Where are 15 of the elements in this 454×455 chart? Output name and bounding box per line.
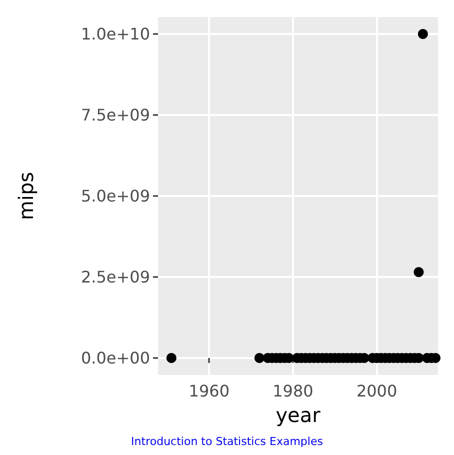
y-tick-label: 0.0e+00 — [80, 348, 150, 368]
point — [166, 352, 176, 363]
y-tick-label: 7.5e+09 — [80, 106, 150, 125]
x-tick-label: 1980 — [272, 382, 314, 400]
y-tick-label: 2.5e+09 — [80, 267, 150, 286]
y-tick-label: 5.0e+09 — [80, 186, 150, 206]
point — [414, 267, 424, 278]
y-tick-label: 1.0e+10 — [80, 24, 150, 44]
x-tick-label: 2000 — [356, 382, 398, 400]
point — [418, 29, 428, 40]
text: Introduction to Statistics Examples — [131, 435, 324, 448]
y-axis-title: mips — [14, 172, 38, 220]
x-axis-title: year — [276, 403, 322, 427]
point — [254, 352, 264, 363]
x-tick-label: 1960 — [188, 382, 230, 400]
